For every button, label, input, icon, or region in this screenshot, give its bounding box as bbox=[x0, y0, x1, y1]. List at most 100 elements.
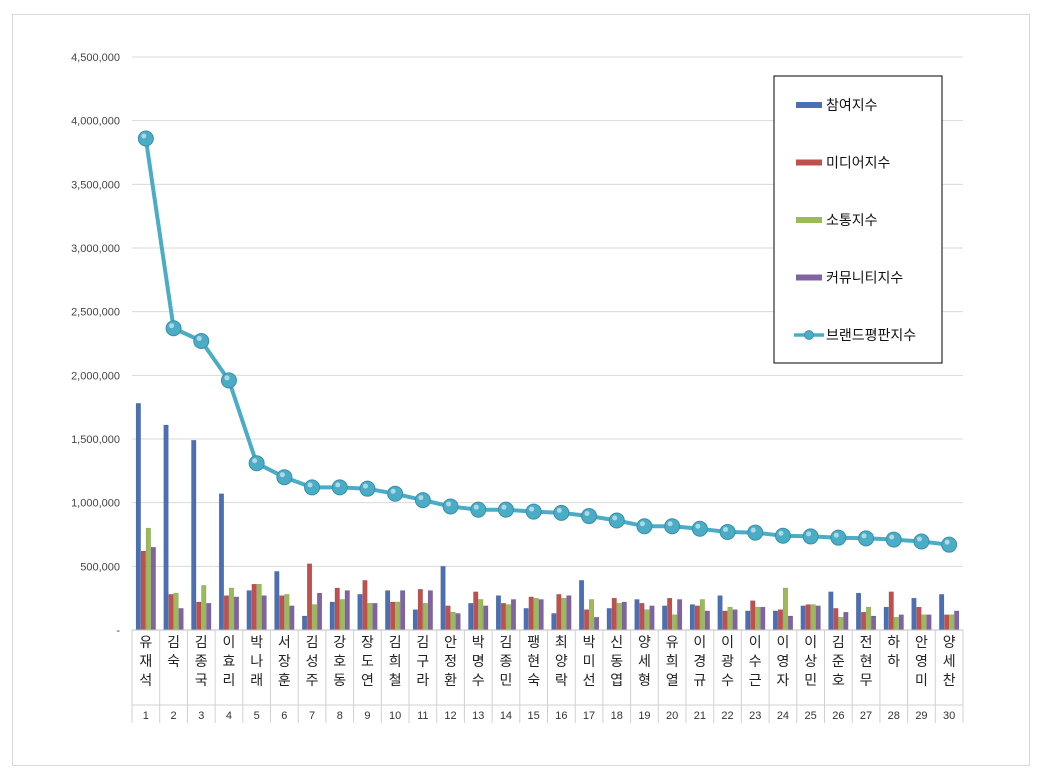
bar-소통지수-2 bbox=[173, 592, 179, 631]
bar-커뮤니티지수-24 bbox=[787, 615, 793, 631]
point-18 bbox=[608, 512, 625, 529]
bar-참여지수-10 bbox=[385, 590, 391, 631]
point-12 bbox=[442, 498, 459, 515]
bar-소통지수-29 bbox=[921, 614, 927, 631]
point-3 bbox=[193, 332, 210, 349]
bar-미디어지수-4 bbox=[223, 595, 229, 631]
bar-참여지수-19 bbox=[634, 599, 640, 631]
rank-label: 11 bbox=[417, 710, 428, 722]
rank-label: 12 bbox=[444, 710, 456, 722]
bar-참여지수-4 bbox=[218, 493, 224, 631]
y-tick-label: 1,000,000 bbox=[71, 498, 120, 510]
bar-미디어지수-13 bbox=[473, 591, 479, 631]
point-22 bbox=[719, 523, 736, 540]
bar-소통지수-8 bbox=[339, 599, 345, 631]
rank-label: 19 bbox=[638, 710, 650, 722]
legend-label: 참여지수 bbox=[826, 98, 878, 114]
point-24 bbox=[774, 527, 791, 544]
y-tick-label: 1,500,000 bbox=[71, 434, 120, 446]
rank-label: 21 bbox=[694, 710, 706, 722]
bar-참여지수-2 bbox=[163, 424, 169, 631]
legend-swatch-marker bbox=[804, 330, 814, 340]
point-highlight bbox=[584, 511, 590, 517]
point-highlight bbox=[141, 133, 147, 139]
bar-커뮤니티지수-16 bbox=[566, 595, 572, 631]
legend-label: 미디어지수 bbox=[826, 156, 891, 172]
rank-label: 10 bbox=[389, 710, 401, 722]
point-9 bbox=[359, 480, 376, 497]
bar-커뮤니티지수-3 bbox=[206, 603, 212, 631]
point-highlight bbox=[833, 532, 839, 538]
y-tick-label: 4,000,000 bbox=[71, 116, 120, 128]
bar-미디어지수-21 bbox=[694, 605, 700, 631]
point-highlight bbox=[252, 458, 258, 464]
bar-소통지수-14 bbox=[505, 604, 511, 631]
bar-소통지수-27 bbox=[866, 606, 872, 631]
point-5 bbox=[248, 455, 265, 472]
rank-label: 7 bbox=[309, 710, 315, 722]
legend-label: 브랜드평판지수 bbox=[826, 328, 916, 344]
rank-label: 28 bbox=[888, 710, 900, 722]
bar-커뮤니티지수-5 bbox=[261, 595, 267, 631]
bar-커뮤니티지수-4 bbox=[233, 596, 239, 631]
bar-미디어지수-16 bbox=[556, 594, 562, 631]
point-15 bbox=[525, 503, 542, 520]
bar-소통지수-9 bbox=[367, 603, 373, 631]
bar-참여지수-11 bbox=[412, 609, 418, 631]
point-7 bbox=[304, 479, 321, 496]
point-highlight bbox=[307, 482, 313, 488]
bar-참여지수-9 bbox=[357, 594, 363, 631]
rank-label: 5 bbox=[254, 710, 260, 722]
rank-label: 30 bbox=[943, 710, 955, 722]
bar-커뮤니티지수-6 bbox=[289, 605, 295, 631]
brand-reputation-chart: - 500,000 1,000,000 1,500,000 2,000,000 2,500… bbox=[71, 52, 964, 723]
bar-참여지수-6 bbox=[274, 571, 280, 631]
point-1 bbox=[137, 130, 154, 147]
bar-참여지수-14 bbox=[495, 595, 501, 631]
y-tick-label: 4,500,000 bbox=[71, 52, 120, 64]
bar-미디어지수-27 bbox=[861, 611, 867, 631]
bar-참여지수-29 bbox=[911, 597, 917, 631]
point-14 bbox=[497, 501, 514, 518]
rank-label: 24 bbox=[777, 710, 789, 722]
point-4 bbox=[220, 372, 237, 389]
legend-label: 소통지수 bbox=[826, 213, 878, 229]
bar-series bbox=[135, 403, 960, 631]
bar-미디어지수-22 bbox=[722, 610, 728, 631]
point-highlight bbox=[639, 521, 645, 527]
point-highlight bbox=[196, 335, 202, 341]
point-28 bbox=[885, 531, 902, 548]
x-axis: 유 재 석 1 김 숙 2 김 종 국 3 이 효 리 4 박 나 래 5 서 장 훈 6 김 성 주 7 강 호 동 8 장 도 연 9 김 희 철 10… bbox=[131, 629, 964, 723]
bar-소통지수-24 bbox=[782, 587, 788, 631]
point-highlight bbox=[446, 501, 452, 507]
bar-커뮤니티지수-1 bbox=[150, 547, 156, 631]
bar-소통지수-20 bbox=[672, 614, 678, 631]
point-10 bbox=[387, 485, 404, 502]
bar-커뮤니티지수-25 bbox=[815, 605, 821, 631]
y-tick-label: 2,000,000 bbox=[71, 370, 120, 382]
bar-커뮤니티지수-28 bbox=[898, 614, 904, 631]
point-23 bbox=[747, 524, 764, 541]
bar-소통지수-28 bbox=[893, 617, 899, 631]
bar-소통지수-12 bbox=[450, 611, 456, 631]
point-17 bbox=[581, 508, 598, 525]
bar-소통지수-15 bbox=[533, 597, 539, 631]
bar-참여지수-25 bbox=[800, 605, 806, 631]
point-19 bbox=[636, 518, 653, 535]
bar-참여지수-15 bbox=[523, 608, 529, 631]
bar-커뮤니티지수-18 bbox=[621, 601, 627, 631]
point-26 bbox=[830, 529, 847, 546]
bar-참여지수-13 bbox=[468, 603, 474, 631]
